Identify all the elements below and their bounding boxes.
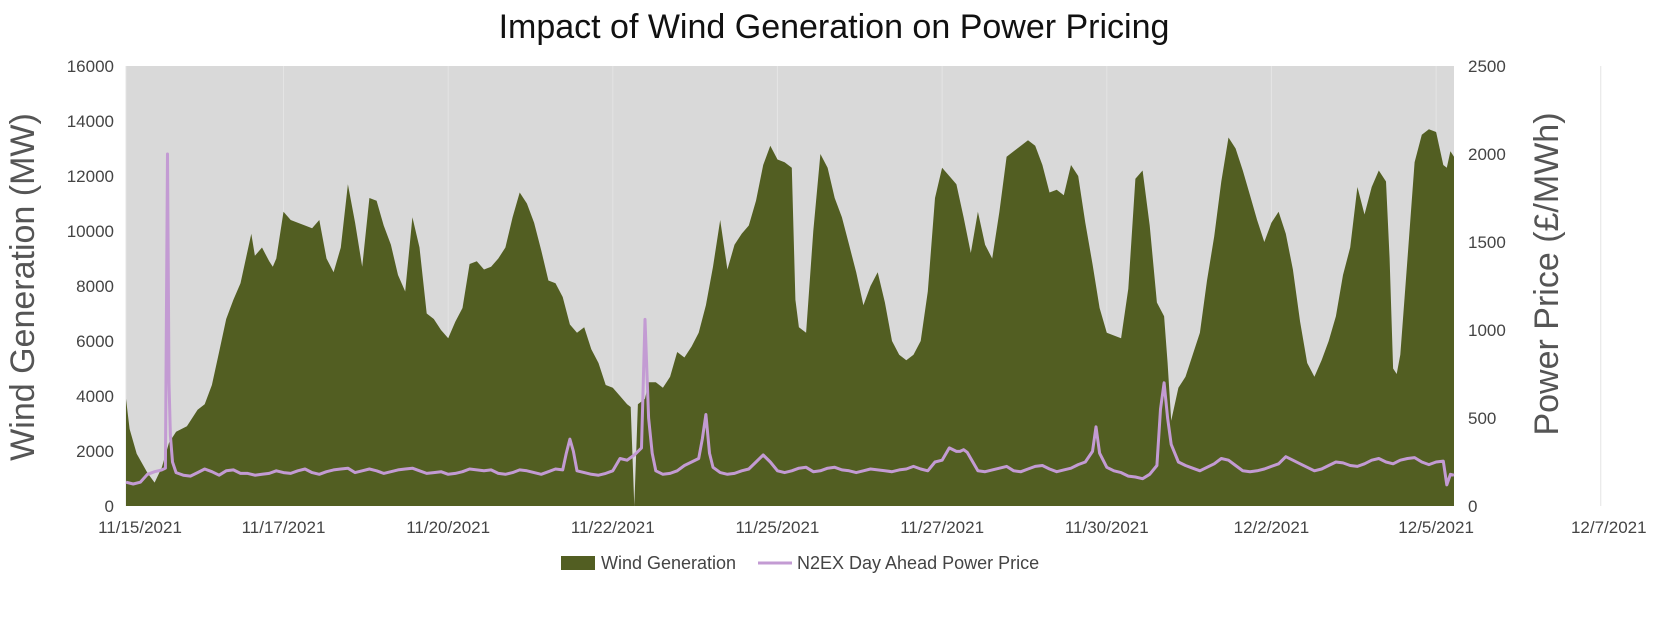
power-price-line: [125, 152, 1455, 487]
left-tick-label-0: 0: [105, 497, 114, 516]
left-axis-title: Wind Generation (MW): [4, 113, 42, 461]
wind-generation-area: [126, 129, 1454, 507]
left-tick-label-4: 8000: [76, 277, 114, 296]
left-tick-label-1: 2000: [76, 442, 114, 461]
x-tick-label-0: 11/15/2021: [98, 518, 182, 537]
left-tick-label-3: 6000: [76, 332, 114, 351]
x-axis-ticks: 11/15/2021 11/17/2021 11/20/2021 11/22/2021…: [98, 518, 1646, 537]
legend-price-label: N2EX Day Ahead Power Price: [797, 553, 1039, 573]
left-tick-label-5: 10000: [67, 222, 114, 241]
right-tick-label-2: 1000: [1468, 321, 1506, 340]
legend-wind-label: Wind Generation: [601, 553, 736, 573]
right-tick-label-3: 1500: [1468, 233, 1506, 252]
left-axis-ticks: 0 2000 4000 6000 8000 10000 12000 14000 16000: [67, 57, 114, 516]
x-tick-label-3: 11/22/2021: [571, 518, 655, 537]
legend: Wind Generation N2EX Day Ahead Power Pri…: [561, 553, 1039, 573]
x-tick-label-5: 11/27/2021: [900, 518, 984, 537]
x-tick-label-8: 12/5/2021: [1398, 518, 1474, 537]
right-tick-label-5: 2500: [1468, 57, 1506, 76]
x-tick-label-9: 12/7/2021: [1571, 518, 1647, 537]
right-tick-label-1: 500: [1468, 409, 1496, 428]
left-tick-label-8: 16000: [67, 57, 114, 76]
x-tick-label-4: 11/25/2021: [736, 518, 820, 537]
left-tick-label-6: 12000: [67, 167, 114, 186]
x-tick-label-2: 11/20/2021: [406, 518, 490, 537]
left-tick-label-2: 4000: [76, 387, 114, 406]
x-tick-label-1: 11/17/2021: [242, 518, 326, 537]
left-tick-label-7: 14000: [67, 112, 114, 131]
right-tick-label-0: 0: [1468, 497, 1477, 516]
right-axis-ticks: 0 500 1000 1500 2000 2500: [1468, 57, 1506, 516]
chart-title: Impact of Wind Generation on Power Prici…: [499, 8, 1170, 46]
right-tick-label-4: 2000: [1468, 145, 1506, 164]
x-tick-label-7: 12/2/2021: [1234, 518, 1310, 537]
right-axis-title: Power Price (£/MWh): [1528, 112, 1566, 435]
x-tick-label-6: 11/30/2021: [1065, 518, 1149, 537]
legend-wind-swatch: [561, 556, 595, 570]
